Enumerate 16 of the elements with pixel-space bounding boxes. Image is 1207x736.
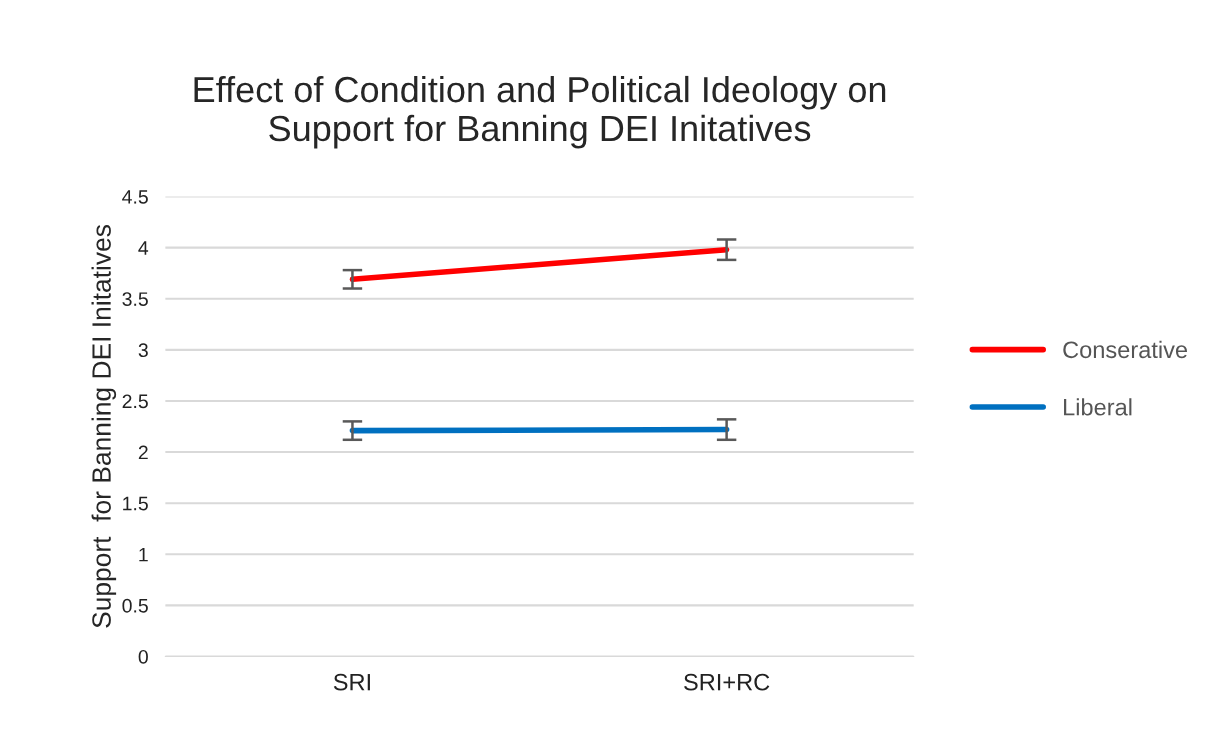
chart-title: Effect of Condition and Political Ideology on Support for Banning DEI Initatives [194,75,886,149]
y-tick-label: 4.5 [122,190,148,204]
y-tick-label: 3 [138,343,148,358]
x-tick-label: SRI [333,673,370,691]
y-tick-label: 2.5 [122,394,148,409]
y-tick-label: 1.5 [123,496,148,511]
y-axis-title: Support for Banning DEI Initatives [91,225,117,628]
y-tick-label: 0.5 [122,598,148,613]
legend-label: Conserative [1063,340,1188,359]
y-tick-label: 1 [139,547,148,562]
y-tick-label: 4 [138,241,149,255]
legend-label: Liberal [1064,398,1132,416]
y-tick-label: 2 [138,445,148,460]
y-tick-label: 3.5 [122,292,148,306]
x-tick-label: SRI+RC [684,673,770,691]
y-tick-label: 0 [138,649,148,664]
